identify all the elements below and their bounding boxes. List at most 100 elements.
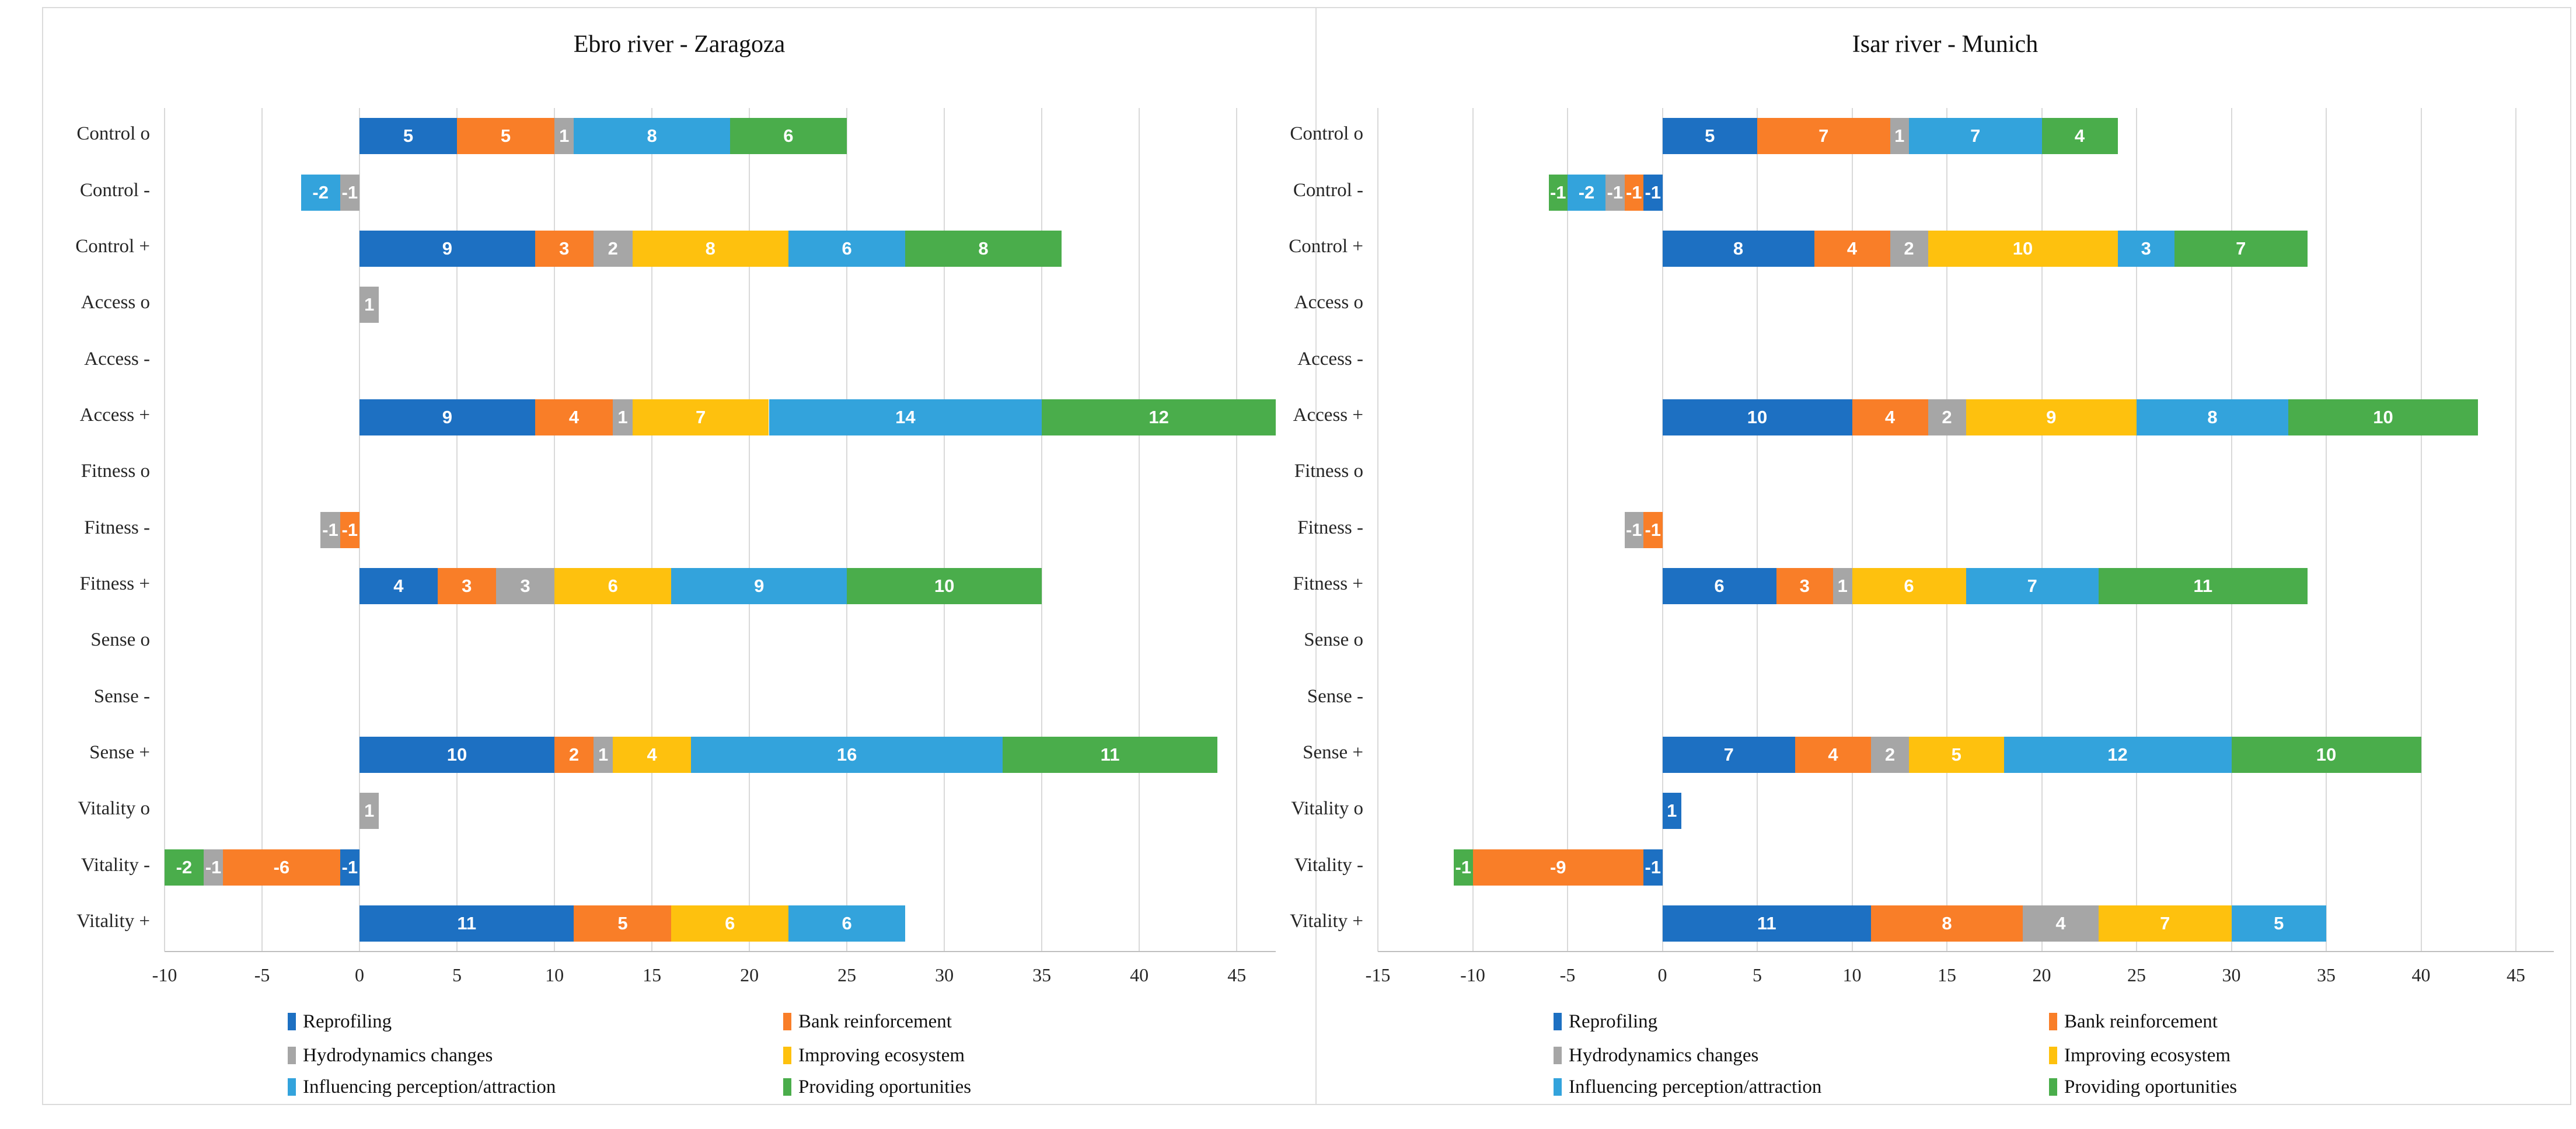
bar-segment: -1 bbox=[340, 849, 360, 886]
category-label: Vitality - bbox=[81, 854, 150, 876]
legend-item: Influencing perception/attraction bbox=[1554, 1075, 1821, 1099]
bar-segment: 3 bbox=[535, 230, 594, 267]
bar-segment: 9 bbox=[1966, 399, 2137, 435]
category-label: Sense - bbox=[93, 685, 150, 707]
bar-value-label: 7 bbox=[1723, 744, 1734, 765]
x-axis-tick-label: 25 bbox=[837, 964, 857, 985]
legend-label: Hydrodynamics changes bbox=[303, 1044, 493, 1066]
legend-marker-icon bbox=[1554, 1013, 1562, 1030]
bar-value-label: 6 bbox=[842, 912, 852, 933]
bar-value-label: -1 bbox=[205, 856, 222, 877]
bar-segment: 7 bbox=[1909, 118, 2042, 155]
bar-segment: 1 bbox=[359, 287, 379, 323]
bar-value-label: 10 bbox=[2373, 406, 2393, 427]
bar-segment: 8 bbox=[574, 118, 730, 155]
category-label: Access + bbox=[79, 404, 150, 426]
bar-value-label: 6 bbox=[842, 238, 852, 259]
bar-segment: 5 bbox=[1909, 736, 2004, 773]
bar-segment: 12 bbox=[1042, 399, 1276, 435]
bar-value-label: -2 bbox=[1578, 182, 1595, 203]
bar-segment: -1 bbox=[320, 511, 340, 548]
bar-segment: 3 bbox=[2117, 230, 2174, 267]
bar-segment: 5 bbox=[1662, 118, 1757, 155]
bar-value-label: 4 bbox=[1828, 744, 1838, 765]
gridline bbox=[2420, 108, 2422, 952]
gridline bbox=[2041, 108, 2043, 952]
bar-segment: 4 bbox=[2023, 905, 2099, 942]
gridline bbox=[1662, 108, 1663, 952]
bar-value-label: 11 bbox=[2193, 575, 2213, 596]
legend-label: Influencing perception/attraction bbox=[1569, 1076, 1822, 1097]
bar-value-label: 6 bbox=[1714, 575, 1725, 596]
gridline bbox=[554, 108, 556, 952]
bar-segment: -2 bbox=[165, 849, 204, 886]
gridline bbox=[749, 108, 751, 952]
x-axis-tick-label: -5 bbox=[254, 964, 270, 985]
bar-value-label: -1 bbox=[1625, 182, 1642, 203]
bar-segment: 7 bbox=[632, 399, 769, 435]
bar-segment: 9 bbox=[359, 399, 535, 435]
legend-label: Reprofiling bbox=[303, 1010, 392, 1032]
bar-value-label: 3 bbox=[2141, 238, 2151, 259]
gridline bbox=[2326, 108, 2327, 952]
bar-value-label: 11 bbox=[457, 912, 477, 933]
legend-label: Improving ecosystem bbox=[2064, 1044, 2231, 1066]
bar-segment: 4 bbox=[1852, 399, 1928, 435]
bar-segment: -6 bbox=[223, 849, 340, 886]
gridline bbox=[1377, 108, 1378, 952]
legend-label: Influencing perception/attraction bbox=[303, 1076, 556, 1097]
legend-item: Reprofiling bbox=[1554, 1010, 1657, 1033]
chart-title-ebro: Ebro river - Zaragoza bbox=[573, 31, 786, 58]
bar-segment: 8 bbox=[2137, 399, 2288, 435]
x-axis-tick-label: 5 bbox=[1753, 964, 1762, 985]
bar-value-label: -1 bbox=[1607, 182, 1624, 203]
bar-segment: 6 bbox=[1662, 567, 1776, 604]
legend-marker-icon bbox=[288, 1078, 296, 1096]
bar-segment: 7 bbox=[2174, 230, 2308, 267]
bar-segment: 3 bbox=[1776, 567, 1833, 604]
bar-value-label: 7 bbox=[2027, 575, 2037, 596]
legend-item: Providing oportunities bbox=[783, 1075, 971, 1099]
bar-segment: 6 bbox=[554, 567, 672, 604]
bar-segment: 4 bbox=[1814, 230, 1890, 267]
legend-item: Improving ecosystem bbox=[783, 1044, 965, 1067]
bar-value-label: 3 bbox=[559, 238, 570, 259]
bar-value-label: -9 bbox=[1549, 856, 1566, 877]
bar-segment: -1 bbox=[1643, 511, 1663, 548]
category-label: Control o bbox=[76, 123, 150, 145]
figure-border bbox=[42, 7, 2571, 1105]
gridline bbox=[1472, 108, 1474, 952]
bar-segment: -1 bbox=[1454, 849, 1473, 886]
category-label: Fitness o bbox=[81, 461, 150, 482]
x-axis-tick-label: 35 bbox=[1032, 964, 1052, 985]
bar-segment: 2 bbox=[1890, 230, 1928, 267]
category-label: Fitness + bbox=[79, 573, 150, 594]
bar-value-label: 8 bbox=[1942, 912, 1952, 933]
x-axis-tick-label: 10 bbox=[1842, 964, 1862, 985]
bar-value-label: 8 bbox=[1733, 238, 1744, 259]
bar-value-label: 9 bbox=[442, 238, 452, 259]
bar-value-label: 10 bbox=[2316, 744, 2337, 765]
bar-segment: 10 bbox=[847, 567, 1042, 604]
gridline bbox=[1851, 108, 1853, 952]
category-label: Vitality o bbox=[78, 798, 150, 820]
category-label: Control - bbox=[79, 179, 150, 201]
bar-value-label: -6 bbox=[273, 856, 290, 877]
bar-segment: 7 bbox=[1662, 736, 1795, 773]
legend-marker-icon bbox=[783, 1013, 791, 1030]
bar-value-label: 9 bbox=[442, 406, 452, 427]
bar-value-label: 1 bbox=[617, 406, 628, 427]
category-label: Fitness - bbox=[1297, 517, 1363, 538]
gridline bbox=[2136, 108, 2137, 952]
bar-segment: 5 bbox=[457, 118, 555, 155]
bar-segment: 7 bbox=[1966, 567, 2099, 604]
legend-label: Providing oportunities bbox=[2064, 1076, 2238, 1097]
category-label: Control o bbox=[1290, 123, 1363, 145]
bar-segment: 14 bbox=[769, 399, 1042, 435]
legend-marker-icon bbox=[1554, 1078, 1562, 1096]
bar-value-label: -1 bbox=[341, 856, 358, 877]
gridline bbox=[1236, 108, 1238, 952]
bar-segment: 6 bbox=[1852, 567, 1966, 604]
category-label: Fitness o bbox=[1294, 461, 1363, 482]
bar-value-label: 1 bbox=[364, 800, 375, 821]
